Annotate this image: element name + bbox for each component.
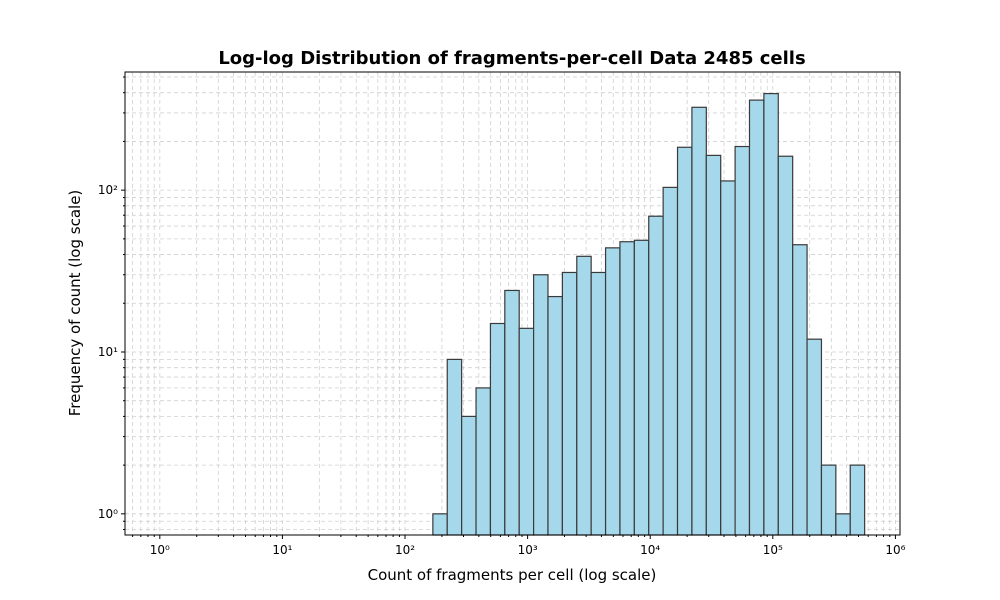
bar xyxy=(489,322,506,536)
bar xyxy=(604,247,621,536)
bar xyxy=(763,92,779,536)
bar xyxy=(561,271,578,536)
bar xyxy=(835,513,851,536)
bar xyxy=(748,99,765,536)
bar xyxy=(648,215,664,536)
bar xyxy=(446,358,463,536)
x-tick-label: 10⁶ xyxy=(885,543,905,557)
bar xyxy=(691,106,707,536)
bar xyxy=(432,513,448,536)
bar xyxy=(461,415,477,536)
x-tick-label: 10⁵ xyxy=(763,543,783,557)
y-tick-label: 10¹ xyxy=(98,345,118,359)
bar xyxy=(676,146,693,536)
bar xyxy=(777,155,794,536)
x-tick-label: 10¹ xyxy=(272,543,292,557)
bar xyxy=(720,180,736,536)
x-tick-label: 10² xyxy=(395,543,415,557)
bar xyxy=(705,154,722,536)
bar xyxy=(475,387,492,536)
bar xyxy=(518,327,535,536)
bar xyxy=(849,464,866,536)
bar xyxy=(576,255,592,536)
bar xyxy=(820,464,837,536)
x-tick-label: 10⁰ xyxy=(150,543,170,557)
y-tick-label: 10⁰ xyxy=(98,507,118,521)
bar xyxy=(662,186,679,536)
bar xyxy=(806,338,823,536)
bar xyxy=(792,244,808,536)
x-tick-label: 10³ xyxy=(518,543,538,557)
chart-title: Log-log Distribution of fragments-per-ce… xyxy=(218,48,805,69)
bar xyxy=(633,239,650,536)
plot-frame xyxy=(124,71,901,536)
y-tick-label: 10² xyxy=(98,183,118,197)
x-axis-label: Count of fragments per cell (log scale) xyxy=(368,566,657,584)
bar xyxy=(734,145,751,536)
bar xyxy=(590,271,607,536)
y-axis-label: Frequency of count (log scale) xyxy=(66,190,84,417)
bar xyxy=(533,274,549,536)
x-tick-label: 10⁴ xyxy=(640,543,660,557)
bar xyxy=(619,241,635,536)
bar xyxy=(504,289,520,536)
bar xyxy=(547,295,563,536)
